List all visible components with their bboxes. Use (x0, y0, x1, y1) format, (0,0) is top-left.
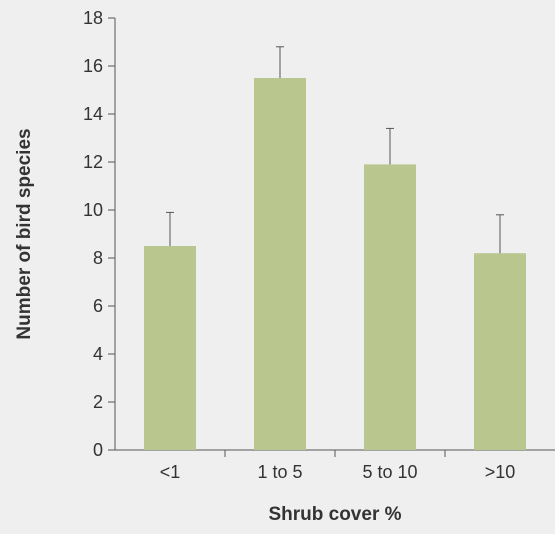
bar (474, 253, 526, 450)
y-axis-title: Number of bird species (14, 128, 35, 339)
x-ticks: <1 1 to 5 5 to 10 >10 (160, 450, 516, 482)
y-tick-label: 0 (93, 440, 103, 460)
y-tick-label: 10 (83, 200, 103, 220)
y-tick-label: 14 (83, 104, 103, 124)
x-tick-label: >10 (485, 462, 516, 482)
y-tick-label: 12 (83, 152, 103, 172)
y-tick-label: 18 (83, 8, 103, 28)
y-tick-label: 4 (93, 344, 103, 364)
bars (144, 78, 526, 450)
x-tick-label: 5 to 10 (362, 462, 417, 482)
x-tick-label: <1 (160, 462, 181, 482)
bar (254, 78, 306, 450)
y-tick-label: 6 (93, 296, 103, 316)
x-axis-title: Shrub cover % (268, 504, 401, 525)
x-tick-label: 1 to 5 (257, 462, 302, 482)
bar (144, 246, 196, 450)
bar (364, 164, 416, 450)
y-tick-label: 8 (93, 248, 103, 268)
y-tick-label: 16 (83, 56, 103, 76)
y-tick-label: 2 (93, 392, 103, 412)
y-ticks: 0 2 4 6 8 10 12 14 16 18 (83, 8, 115, 460)
error-bars (166, 46, 504, 254)
